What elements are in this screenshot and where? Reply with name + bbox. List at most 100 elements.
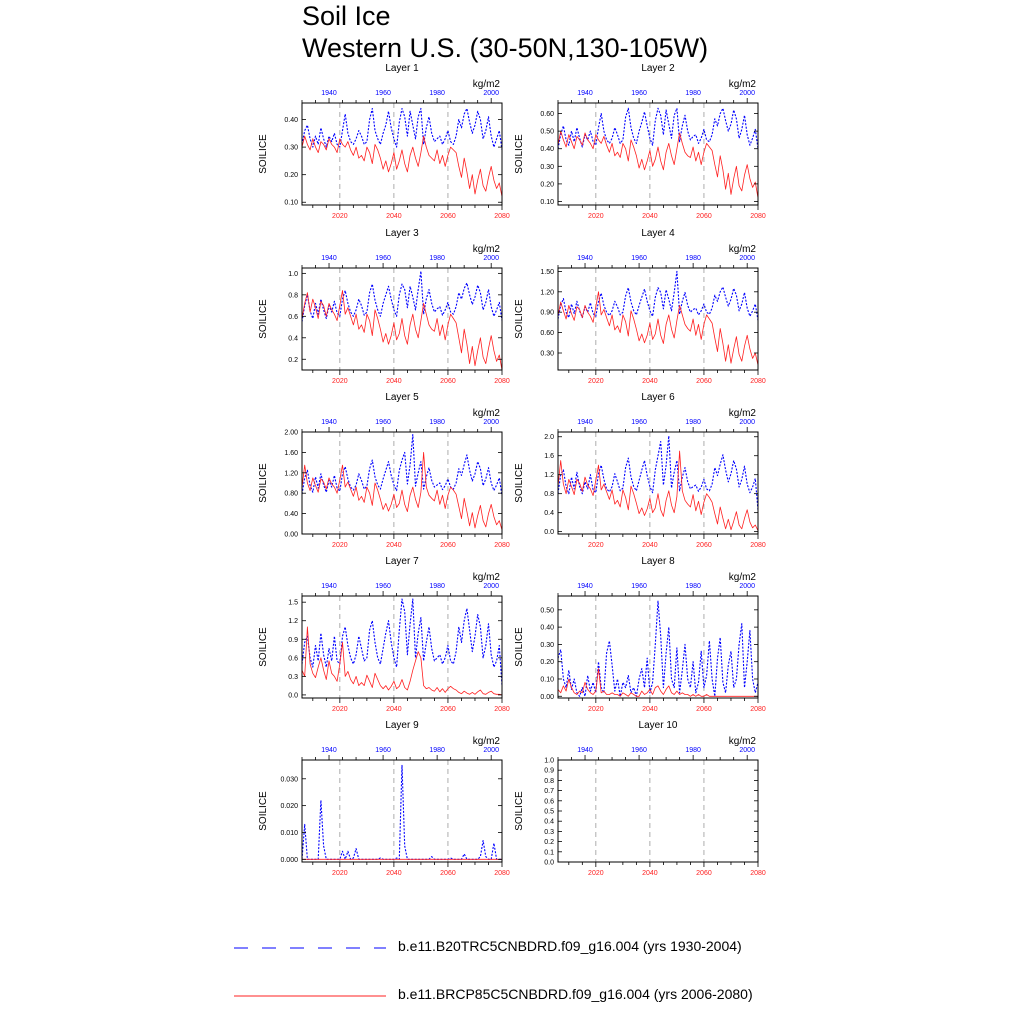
series-line-future — [301, 290, 503, 371]
x-tick-label-top: 1960 — [375, 747, 391, 754]
panel-title: Layer 2 — [641, 63, 675, 74]
x-tick-label-bottom: 2060 — [440, 870, 456, 877]
x-tick-label-bottom: 2040 — [642, 378, 658, 385]
x-tick-label-bottom: 2040 — [386, 542, 402, 549]
x-tick-label-top: 1980 — [685, 255, 701, 262]
panel-layer-8: Layer 8 kg/m2 SOILICE 0.00 0.10 0.20 0.30 0.40 0… — [514, 556, 766, 713]
panel-title: Layer 5 — [385, 392, 419, 403]
series-line-future — [557, 668, 758, 697]
x-tick-label-top: 1960 — [631, 583, 647, 590]
x-tick-label-bottom: 2020 — [332, 378, 348, 385]
plot-frame — [301, 102, 503, 206]
panel-title: Layer 7 — [385, 556, 419, 567]
x-tick-label-top: 1980 — [685, 419, 701, 426]
x-tick-label-bottom: 2060 — [440, 213, 456, 220]
y-tick-label: 0.20 — [540, 181, 554, 188]
panel-title: Layer 8 — [641, 556, 675, 567]
x-tick-label-bottom: 2080 — [494, 542, 510, 549]
x-tick-label-bottom: 2020 — [588, 378, 604, 385]
y-axis-label: SOILICE — [514, 134, 525, 174]
panel-layer-10: Layer 10 kg/m2 SOILICE 0.0 0.1 0.2 0.3 0.4 0.5 0.… — [514, 720, 766, 877]
x-tick-label-bottom: 2020 — [588, 870, 604, 877]
legend-swatch-future — [234, 995, 386, 997]
y-tick-label: 0.010 — [280, 830, 298, 837]
y-tick-label: 0.030 — [280, 776, 298, 783]
series-line-historical — [301, 598, 503, 686]
panel-title: Layer 9 — [385, 720, 419, 731]
x-tick-label-bottom: 2080 — [750, 213, 766, 220]
y-axis-label: SOILICE — [258, 627, 269, 667]
x-tick-label-bottom: 2060 — [696, 870, 712, 877]
y-tick-label: 0.4 — [544, 510, 554, 517]
y-tick-label: 1.0 — [544, 758, 554, 765]
y-tick-label: 0.30 — [540, 164, 554, 171]
y-tick-label: 0.0 — [544, 860, 554, 867]
x-tick-label-top: 1980 — [429, 747, 445, 754]
panel-layer-1: Layer 1 kg/m2 SOILICE 0.10 0.20 0.30 0.40 2020 2… — [258, 63, 510, 220]
x-tick-label-top: 2000 — [483, 583, 499, 590]
units-label: kg/m2 — [473, 736, 501, 747]
units-label: kg/m2 — [473, 408, 501, 419]
x-tick-label-bottom: 2040 — [386, 213, 402, 220]
y-axis-label: SOILICE — [258, 134, 269, 174]
series-line-historical — [301, 434, 503, 496]
y-tick-label: 1.5 — [288, 600, 298, 607]
series-line-historical — [557, 270, 759, 321]
x-tick-label-top: 1960 — [375, 419, 391, 426]
x-tick-label-top: 1940 — [321, 419, 337, 426]
y-axis-label: SOILICE — [258, 463, 269, 503]
title-line-2: Western U.S. (30-50N,130-105W) — [302, 33, 709, 63]
x-tick-label-bottom: 2020 — [332, 706, 348, 713]
x-tick-label-top: 1980 — [429, 419, 445, 426]
series-line-historical — [557, 435, 759, 511]
y-tick-label: 0.00 — [540, 694, 554, 701]
plot-frame — [301, 431, 503, 535]
x-tick-label-top: 1980 — [429, 255, 445, 262]
y-axis-label: SOILICE — [514, 463, 525, 503]
x-tick-label-top: 1940 — [577, 747, 593, 754]
x-tick-label-top: 1960 — [631, 419, 647, 426]
x-tick-label-top: 1940 — [321, 255, 337, 262]
panel-layer-7: Layer 7 kg/m2 SOILICE 0.0 0.3 0.6 0.9 1.2 1.5 202… — [258, 556, 510, 713]
units-label: kg/m2 — [473, 244, 501, 255]
x-tick-label-bottom: 2040 — [642, 870, 658, 877]
x-tick-label-top: 1960 — [631, 747, 647, 754]
x-tick-label-bottom: 2020 — [332, 213, 348, 220]
y-tick-label: 0.20 — [540, 659, 554, 666]
y-tick-label: 0.1 — [544, 849, 554, 856]
x-tick-label-top: 1940 — [577, 583, 593, 590]
units-label: kg/m2 — [473, 572, 501, 583]
y-tick-label: 0.20 — [284, 172, 298, 179]
x-tick-label-bottom: 2060 — [696, 706, 712, 713]
x-tick-label-top: 1960 — [631, 255, 647, 262]
series-line-future — [301, 135, 503, 197]
x-tick-label-top: 2000 — [483, 255, 499, 262]
x-tick-label-bottom: 2080 — [494, 706, 510, 713]
x-tick-label-bottom: 2040 — [386, 706, 402, 713]
x-tick-label-top: 2000 — [739, 90, 755, 97]
x-tick-label-bottom: 2020 — [332, 542, 348, 549]
x-tick-label-bottom: 2040 — [642, 706, 658, 713]
y-tick-label: 1.0 — [288, 271, 298, 278]
x-tick-label-top: 1980 — [685, 90, 701, 97]
legend-swatch-historical — [234, 947, 386, 949]
panel-layer-9: Layer 9 kg/m2 SOILICE 0.000 0.010 0.020 0.030 2… — [258, 720, 510, 877]
y-tick-label: 0.10 — [540, 199, 554, 206]
y-tick-label: 0.0 — [288, 692, 298, 699]
plot-frame — [301, 595, 503, 699]
y-tick-label: 0.60 — [540, 111, 554, 118]
panel-layer-4: Layer 4 kg/m2 SOILICE 0.30 0.60 0.90 1.20 1.50 2… — [514, 228, 766, 385]
x-tick-label-top: 1980 — [429, 583, 445, 590]
x-tick-label-top: 1980 — [685, 747, 701, 754]
units-label: kg/m2 — [729, 79, 757, 90]
units-label: kg/m2 — [729, 736, 757, 747]
y-tick-label: 0.7 — [544, 788, 554, 795]
series-line-future — [301, 626, 503, 696]
y-tick-label: 0.5 — [544, 809, 554, 816]
x-tick-label-bottom: 2040 — [386, 378, 402, 385]
y-tick-label: 2.00 — [284, 430, 298, 437]
y-tick-label: 0.8 — [288, 292, 298, 299]
series-line-future — [557, 450, 759, 531]
legend-item-future: b.e11.BRCP85C5CNBDRD.f09_g16.004 (yrs 20… — [234, 984, 914, 1008]
